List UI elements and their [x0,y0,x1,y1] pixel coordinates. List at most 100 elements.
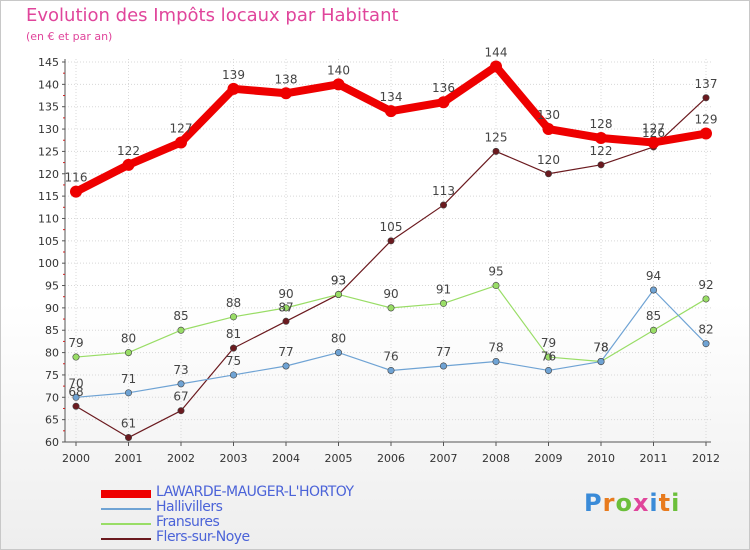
data-label: 76 [383,349,398,363]
data-label: 77 [436,345,451,359]
data-point [282,317,290,325]
y-tick-label: 75 [45,369,59,382]
legend-label: Flers-sur-Noye [156,529,250,545]
data-label: 71 [121,372,136,386]
data-point [175,136,187,149]
data-label: 127 [170,121,193,135]
data-point [649,326,657,334]
y-tick-label: 115 [38,190,59,203]
data-label: 79 [541,336,556,350]
data-point [334,290,342,298]
y-tick-label: 125 [38,145,59,158]
data-label: 82 [698,323,713,337]
x-tick-label: 2009 [535,452,563,465]
data-point [72,402,80,410]
data-label: 140 [327,63,350,77]
data-label: 94 [646,269,661,283]
data-point [492,282,500,290]
data-label: 90 [278,287,293,301]
y-tick-label: 100 [38,257,59,270]
logo-letter: r [602,489,616,517]
x-tick-label: 2000 [62,452,90,465]
data-label: 116 [65,171,88,185]
data-label: 125 [485,130,508,144]
proxiti-logo: Proxiti [584,489,680,517]
data-point [439,201,447,209]
data-label: 80 [121,332,136,346]
data-label: 126 [642,126,665,140]
legend-swatch [101,538,151,540]
data-point [334,349,342,357]
data-point [125,389,133,397]
x-tick-label: 2012 [692,452,720,465]
data-point [177,407,185,415]
y-tick-label: 145 [38,56,59,69]
data-label: 127 [642,121,665,135]
logo-letter: P [584,489,603,517]
logo-letter: x [632,489,650,517]
chart-title: Evolution des Impôts locaux par Habitant [26,5,399,26]
data-label: 128 [590,117,613,131]
data-point [387,237,395,245]
data-label: 85 [173,309,188,323]
x-tick-label: 2003 [220,452,248,465]
data-point [282,304,290,312]
data-point [230,313,238,321]
data-label: 92 [698,278,713,292]
data-point [647,136,660,149]
data-point [230,344,238,352]
data-label: 81 [226,327,241,341]
data-point [439,362,447,370]
data-labels: 68 61 67 81 87 93 105 113 125 120 122 126 137 79 80 85 8… [65,45,718,430]
y-tick-label: 80 [45,347,59,360]
legend-item: Flers-sur-Noye [101,529,421,548]
x-tick-label: 2007 [430,452,458,465]
y-tick-label: 85 [45,324,59,337]
legend-swatch [101,523,151,525]
x-tick-label: 2002 [167,452,195,465]
data-label: 136 [432,81,455,95]
data-label: 91 [436,282,451,296]
data-point [280,87,292,100]
y-tick-label: 130 [38,123,59,136]
data-label: 78 [593,341,608,355]
data-point [332,78,345,91]
data-label: 73 [173,363,188,377]
data-point [437,96,450,109]
data-label: 67 [173,390,188,404]
data-point [72,353,80,361]
y-tick-label: 90 [45,302,59,315]
data-label: 80 [331,332,346,346]
data-label: 122 [117,144,140,158]
data-point [282,362,290,370]
data-point [177,326,185,334]
data-point [72,393,80,401]
data-label: 129 [695,113,718,127]
data-point [385,105,397,118]
data-label: 134 [380,90,403,104]
data-label: 68 [68,385,83,399]
data-label: 122 [590,144,613,158]
data-label: 93 [331,273,346,287]
data-label: 93 [331,273,346,287]
y-tick-label: 95 [45,280,59,293]
y-tick-label: 70 [45,391,59,404]
data-label: 61 [121,417,136,431]
data-label: 70 [68,376,83,390]
data-point [439,299,447,307]
data-point [597,161,605,169]
y-tick-label: 110 [38,212,59,225]
data-label: 138 [275,72,298,86]
data-point [125,349,133,357]
y-tick-label: 60 [45,436,59,449]
data-label: 130 [537,108,560,122]
legend-item: Fransures [101,514,421,533]
data-label: 88 [226,296,241,310]
legend-item: Hallivillers [101,499,421,518]
logo-letter: o [615,489,633,517]
data-label: 78 [593,341,608,355]
x-tick-label: 2004 [272,452,300,465]
data-point [700,127,712,140]
data-point [490,60,502,73]
